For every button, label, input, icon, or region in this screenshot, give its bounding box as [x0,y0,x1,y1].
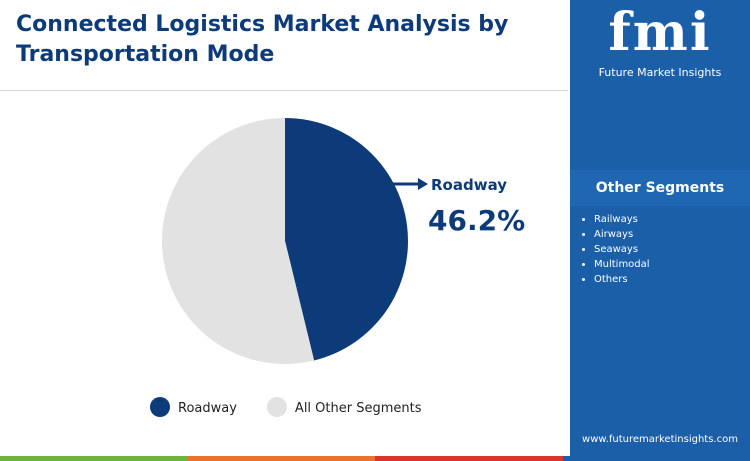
website: www.futuremarketinsights.com [582,434,738,445]
segment-item: Seaways [594,242,650,257]
callout-value: 46.2% [428,204,525,237]
legend-label: All Other Segments [295,401,422,416]
brand: Future Market Insights [598,66,722,79]
sidebar: fmi Future Market Insights Other Segment… [570,0,750,456]
callout-arrowhead [418,178,428,190]
segment-item: Others [594,272,650,287]
pie-slice [285,118,409,361]
legend-label: Roadway [178,401,237,416]
segment-item: Airways [594,227,650,242]
chart-title: Connected Logistics Market Analysis by T… [16,12,509,67]
strip-part [562,456,750,461]
strip-part [0,456,188,461]
segment-item: Railways [594,212,650,227]
strip-part [375,456,563,461]
chart: Roadway 46.2% Roadway All Other Segments [150,118,525,417]
sidebar-heading: Other Segments [570,170,750,206]
legend-swatch [150,397,170,417]
segment-list: RailwaysAirwaysSeawaysMultimodalOthers [580,212,650,287]
logo: fmi [608,2,712,63]
pie-slice [162,118,315,364]
legend-swatch [266,397,287,417]
color-strip [0,456,750,461]
callout-label: Roadway [431,176,507,194]
strip-part [187,456,375,461]
divider [0,90,568,91]
segment-item: Multimodal [594,257,650,272]
